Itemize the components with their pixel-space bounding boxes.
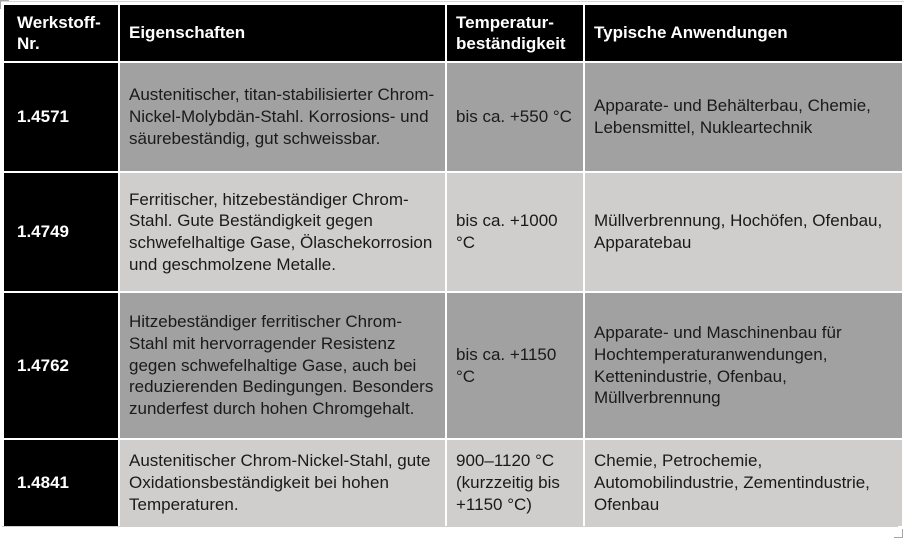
cell-werkstoff-nr: 1.4749 [4, 173, 118, 291]
selection-handle-top-left-icon [0, 0, 9, 9]
table-bottom-line [2, 526, 898, 527]
column-header-temperaturbestaendigkeit: Temperatur-beständigkeit [447, 5, 583, 61]
table-row: 1.4841 Austenitischer Chrom-Nickel-Stahl… [4, 440, 902, 526]
column-header-typische-anwendungen: Typische Anwendungen [585, 5, 902, 61]
selection-handle-bottom-right-icon [894, 529, 903, 538]
cell-temperaturbestaendigkeit: bis ca. +1000 °C [447, 173, 583, 291]
cell-temperaturbestaendigkeit: bis ca. +550 °C [447, 63, 583, 171]
cell-anwendungen: Chemie, Petrochemie, Automobilindustrie,… [585, 440, 902, 526]
cell-anwendungen: Apparate- und Maschinenbau für Hochtempe… [585, 293, 902, 438]
table-row: 1.4749 Ferritischer, hitzebeständiger Ch… [4, 173, 902, 291]
cell-temperaturbestaendigkeit: bis ca. +1150 °C [447, 293, 583, 438]
table-row: 1.4762 Hitzebeständiger ferritischer Chr… [4, 293, 902, 438]
cell-temperaturbestaendigkeit: 900–1120 °C (kurzzeitig bis +1150 °C) [447, 440, 583, 526]
materials-table: Werkstoff-Nr. Eigenschaften Temperatur-b… [2, 3, 904, 528]
column-header-werkstoff-nr: Werkstoff-Nr. [4, 5, 118, 61]
cell-werkstoff-nr: 1.4841 [4, 440, 118, 526]
cell-eigenschaften: Austenitischer, titan-stabilisierter Chr… [120, 63, 445, 171]
cell-anwendungen: Apparate- und Behälterbau, Chemie, Leben… [585, 63, 902, 171]
cell-eigenschaften: Ferritischer, hitzebeständiger Chrom-Sta… [120, 173, 445, 291]
table-row: 1.4571 Austenitischer, titan-stabilisier… [4, 63, 902, 171]
frame-top-line [0, 1, 904, 2]
cell-eigenschaften: Austenitischer Chrom-Nickel-Stahl, gute … [120, 440, 445, 526]
table-header-row: Werkstoff-Nr. Eigenschaften Temperatur-b… [4, 5, 902, 61]
cell-anwendungen: Müllverbrennung, Hochöfen, Ofenbau, Appa… [585, 173, 902, 291]
cell-eigenschaften: Hitzebeständiger ferritischer Chrom-Stah… [120, 293, 445, 438]
cell-werkstoff-nr: 1.4762 [4, 293, 118, 438]
cell-werkstoff-nr: 1.4571 [4, 63, 118, 171]
column-header-eigenschaften: Eigenschaften [120, 5, 445, 61]
